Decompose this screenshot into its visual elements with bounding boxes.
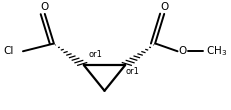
Text: CH$_3$: CH$_3$ [205, 44, 226, 58]
Text: O: O [40, 2, 49, 12]
Text: or1: or1 [88, 50, 102, 59]
Text: O: O [178, 46, 186, 56]
Text: or1: or1 [125, 67, 138, 76]
Text: O: O [159, 2, 168, 12]
Text: Cl: Cl [3, 46, 14, 56]
